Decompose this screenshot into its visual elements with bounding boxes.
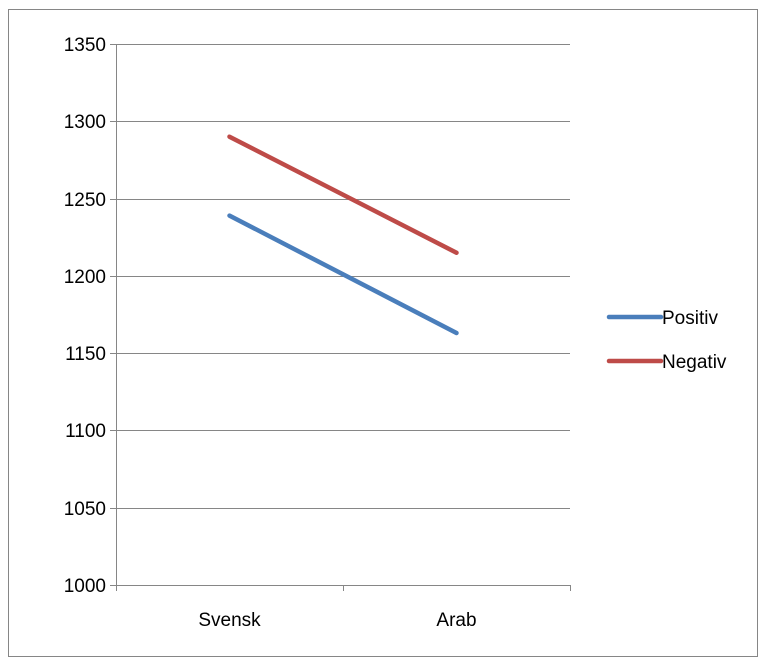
line-chart: 1000 1050 1100 1150 1200 1250 1300 1350 Svensk A…: [64, 35, 727, 631]
x-axis-category-labels: Svensk Arab: [198, 610, 476, 631]
x-axis-category-label: Svensk: [198, 610, 261, 631]
legend: Positiv Negativ: [606, 308, 727, 373]
y-axis-tick-label: 1350: [64, 35, 106, 56]
y-axis-tick-label: 1250: [64, 190, 106, 211]
chart-frame: 1000 1050 1100 1150 1200 1250 1300 1350 Svensk A…: [8, 9, 758, 657]
series-lines: [227, 134, 459, 336]
y-axis-tick-label: 1050: [64, 499, 106, 520]
axes: [110, 44, 571, 591]
series-line-negativ: [227, 134, 459, 255]
y-axis-tick-labels: 1000 1050 1100 1150 1200 1250 1300 1350: [64, 35, 106, 597]
y-axis-tick-label: 1100: [65, 421, 106, 442]
legend-label-positiv: Positiv: [662, 308, 718, 329]
series-line-positiv: [227, 213, 459, 336]
x-axis-category-label: Arab: [436, 610, 476, 631]
y-axis-tick-label: 1000: [64, 576, 106, 597]
gridlines: [116, 44, 570, 509]
legend-label-negativ: Negativ: [662, 352, 727, 373]
y-axis-tick-label: 1300: [64, 112, 106, 133]
y-axis-tick-label: 1150: [65, 344, 106, 365]
y-axis-tick-label: 1200: [64, 267, 106, 288]
